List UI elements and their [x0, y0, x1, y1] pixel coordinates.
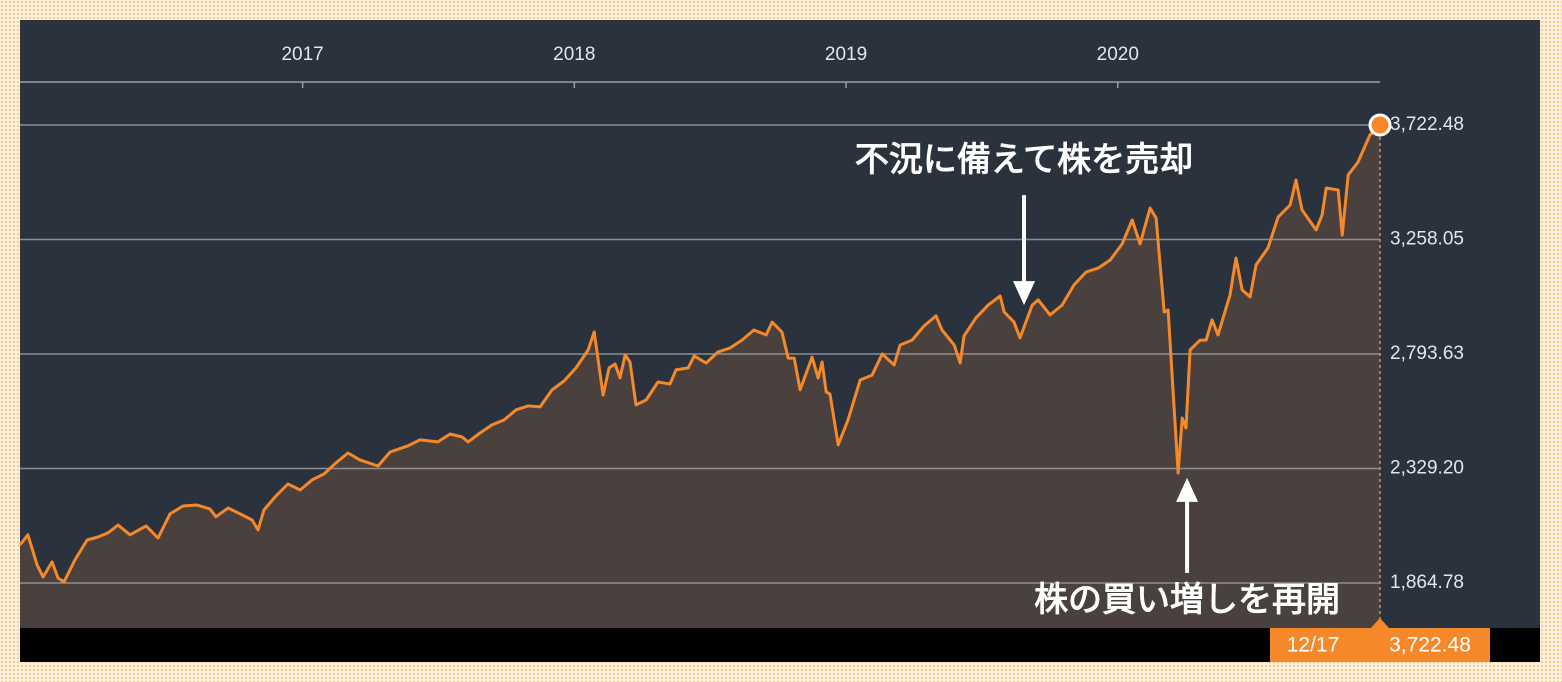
last-point [1368, 113, 1392, 137]
annotation-arrow-head [1176, 477, 1199, 502]
y-tick-label: 2,329.20 [1390, 457, 1464, 478]
x-tick-label: 2018 [553, 44, 595, 65]
annotation: 株の買い増しを再開 [1034, 581, 1340, 619]
annotation-arrow-head [1013, 281, 1036, 306]
x-tick-label: 2019 [825, 44, 867, 65]
tooltip-box [1270, 628, 1490, 662]
y-tick-label: 2,793.63 [1390, 343, 1464, 364]
y-tick-label: 1,864.78 [1390, 572, 1464, 593]
tooltip-pointer [1371, 618, 1389, 628]
x-tick-label: 2017 [281, 44, 323, 65]
area [20, 125, 1380, 628]
value-label: 3,722.48 [1389, 634, 1471, 657]
annotation: 不況に備えて株を売却 [855, 141, 1193, 179]
y-tick-label: 3,258.05 [1390, 229, 1464, 250]
x-tick-label: 2020 [1097, 44, 1139, 65]
y-tick-label: 3,722.48 [1390, 114, 1464, 135]
tooltip-date: 12/17 [1287, 634, 1340, 657]
line [18, 123, 1382, 584]
